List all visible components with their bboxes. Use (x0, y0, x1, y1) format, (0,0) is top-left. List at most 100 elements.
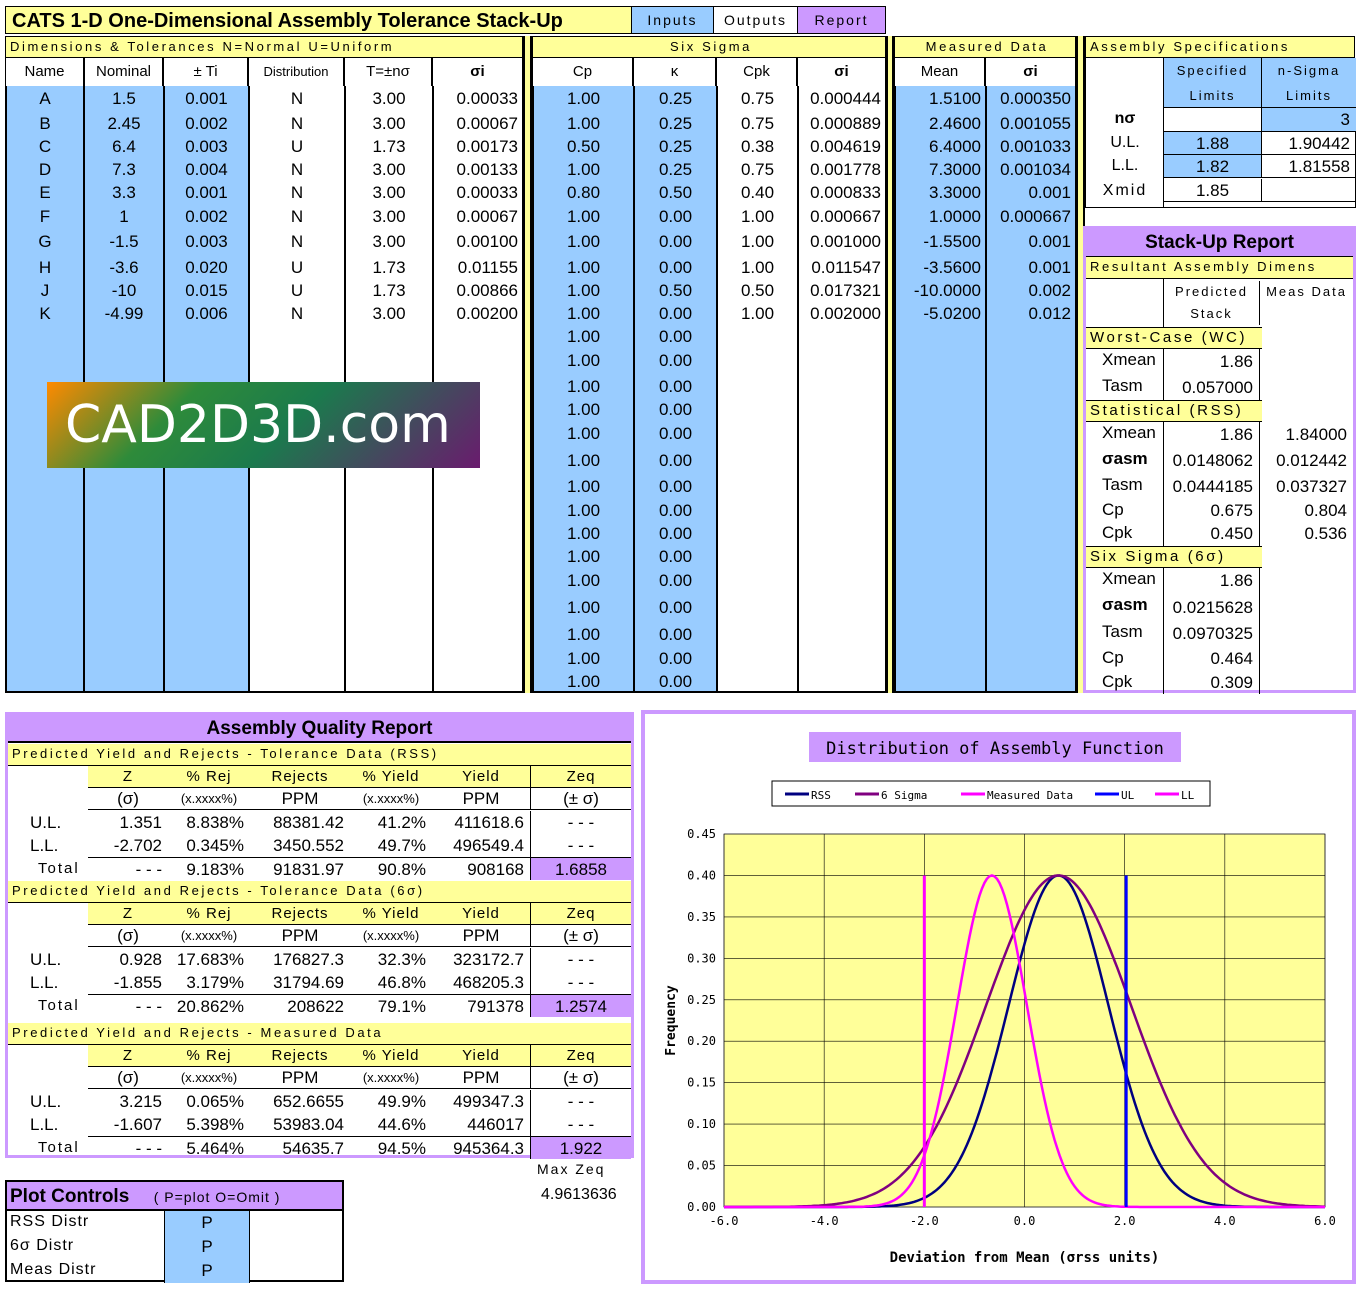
spec-ul-value[interactable]: 1.88 (1164, 132, 1262, 155)
cell-mean[interactable]: 7.3000 (929, 160, 981, 179)
cell-name[interactable]: H (38, 258, 52, 277)
cell-nominal[interactable]: -10 (111, 281, 137, 300)
cell-k[interactable]: 0.00 (658, 400, 693, 419)
cell-mean[interactable]: -3.5600 (923, 258, 981, 277)
cell-cp[interactable]: 1.00 (566, 571, 601, 590)
cell-tol[interactable]: 0.003 (185, 232, 228, 251)
cell-m-sigma[interactable]: 0.000667 (1000, 207, 1071, 226)
cell-cp[interactable]: 1.00 (566, 207, 601, 226)
cell-cp[interactable]: 1.00 (566, 598, 601, 617)
cell-cp[interactable]: 1.00 (566, 327, 601, 346)
cell-cp[interactable]: 1.00 (566, 524, 601, 543)
cell-mean[interactable]: 1.0000 (929, 207, 981, 226)
cell-mean[interactable]: 2.4600 (929, 114, 981, 133)
cell-k[interactable]: 0.50 (658, 183, 693, 202)
cell-k[interactable]: 0.00 (658, 477, 693, 496)
cell-nominal[interactable]: -1.5 (109, 232, 139, 251)
cell-k[interactable]: 0.00 (658, 232, 693, 251)
cell-cp[interactable]: 1.00 (566, 400, 601, 419)
cell-k[interactable]: 0.25 (658, 114, 693, 133)
cell-cp[interactable]: 1.00 (566, 424, 601, 443)
cell-k[interactable]: 0.00 (658, 625, 693, 644)
plot-control-toggle[interactable]: P (164, 1235, 250, 1259)
cell-k[interactable]: 0.00 (658, 451, 693, 470)
cell-name[interactable]: J (40, 281, 50, 300)
cell-name[interactable]: E (39, 183, 51, 202)
plot-control-toggle[interactable]: P (164, 1211, 250, 1235)
cell-tol[interactable]: 0.001 (185, 183, 228, 202)
cell-name[interactable]: A (39, 89, 51, 108)
cell-cp[interactable]: 1.00 (566, 547, 601, 566)
cell-k[interactable]: 0.00 (658, 207, 693, 226)
cell-cp[interactable]: 1.00 (566, 304, 601, 323)
cell-cp[interactable]: 1.00 (566, 351, 601, 370)
cell-k[interactable]: 0.00 (658, 649, 693, 668)
cell-cp[interactable]: 1.00 (566, 649, 601, 668)
cell-cp[interactable]: 1.00 (566, 672, 601, 691)
cell-tol[interactable]: 0.003 (185, 137, 228, 156)
cell-cp[interactable]: 1.00 (566, 501, 601, 520)
cell-m-sigma[interactable]: 0.001034 (1000, 160, 1071, 179)
cell-k[interactable]: 0.50 (658, 281, 693, 300)
cell-mean[interactable]: 6.4000 (929, 137, 981, 156)
cell-cp[interactable]: 1.00 (566, 281, 601, 300)
cell-name[interactable]: C (38, 137, 52, 156)
cell-cp[interactable]: 1.00 (566, 477, 601, 496)
cell-k[interactable]: 0.00 (658, 258, 693, 277)
cell-mean[interactable]: 3.3000 (929, 183, 981, 202)
cell-m-sigma[interactable]: 0.000350 (1000, 89, 1071, 108)
cell-name[interactable]: D (38, 160, 52, 179)
cell-m-sigma[interactable]: 0.001 (1028, 258, 1071, 277)
cell-m-sigma[interactable]: 0.001055 (1000, 114, 1071, 133)
cell-nominal[interactable]: -3.6 (109, 258, 139, 277)
cell-k[interactable]: 0.00 (658, 598, 693, 617)
cell-nominal[interactable]: -4.99 (104, 304, 144, 323)
cell-cp[interactable]: 1.00 (566, 451, 601, 470)
cell-cp[interactable]: 1.00 (566, 258, 601, 277)
cell-k[interactable]: 0.25 (658, 89, 693, 108)
cell-mean[interactable]: -1.5500 (923, 232, 981, 251)
cell-m-sigma[interactable]: 0.012 (1028, 304, 1071, 323)
cell-nominal[interactable]: 3.3 (112, 183, 136, 202)
cell-tol[interactable]: 0.002 (185, 114, 228, 133)
cell-nominal[interactable]: 1 (119, 207, 129, 226)
cell-cp[interactable]: 1.00 (566, 377, 601, 396)
cell-mean[interactable]: -5.0200 (923, 304, 981, 323)
cell-name[interactable]: B (39, 114, 51, 133)
cell-cp[interactable]: 1.00 (566, 232, 601, 251)
tab-inputs[interactable]: Inputs (632, 6, 714, 34)
cell-cp[interactable]: 1.00 (566, 89, 601, 108)
cell-name[interactable]: F (39, 207, 51, 226)
cell-m-sigma[interactable]: 0.001 (1028, 232, 1071, 251)
cell-nominal[interactable]: 2.45 (107, 114, 141, 133)
cell-mean[interactable]: -10.0000 (913, 281, 981, 300)
cell-mean[interactable]: 1.5100 (929, 89, 981, 108)
cell-k[interactable]: 0.00 (658, 351, 693, 370)
cell-k[interactable]: 0.25 (658, 137, 693, 156)
cell-nominal[interactable]: 1.5 (112, 89, 136, 108)
cell-cp[interactable]: 1.00 (566, 625, 601, 644)
cell-k[interactable]: 0.00 (658, 424, 693, 443)
plot-control-toggle[interactable]: P (164, 1259, 250, 1283)
cell-k[interactable]: 0.00 (658, 501, 693, 520)
spec-ll-value[interactable]: 1.82 (1164, 155, 1262, 178)
cell-tol[interactable]: 0.002 (185, 207, 228, 226)
cell-k[interactable]: 0.00 (658, 672, 693, 691)
cell-name[interactable]: G (38, 232, 52, 251)
cell-tol[interactable]: 0.001 (185, 89, 228, 108)
cell-tol[interactable]: 0.020 (185, 258, 228, 277)
cell-cp[interactable]: 0.50 (566, 137, 601, 156)
cell-cp[interactable]: 1.00 (566, 114, 601, 133)
spec-n-value[interactable]: 3 (1262, 108, 1356, 132)
cell-k[interactable]: 0.25 (658, 160, 693, 179)
cell-nominal[interactable]: 6.4 (112, 137, 136, 156)
cell-tol[interactable]: 0.006 (185, 304, 228, 323)
cell-m-sigma[interactable]: 0.001033 (1000, 137, 1071, 156)
tab-report[interactable]: Report (798, 6, 886, 34)
cell-k[interactable]: 0.00 (658, 571, 693, 590)
cell-k[interactable]: 0.00 (658, 524, 693, 543)
cell-m-sigma[interactable]: 0.002 (1028, 281, 1071, 300)
cell-k[interactable]: 0.00 (658, 377, 693, 396)
tab-outputs[interactable]: Outputs (714, 6, 798, 34)
cell-cp[interactable]: 0.80 (566, 183, 601, 202)
